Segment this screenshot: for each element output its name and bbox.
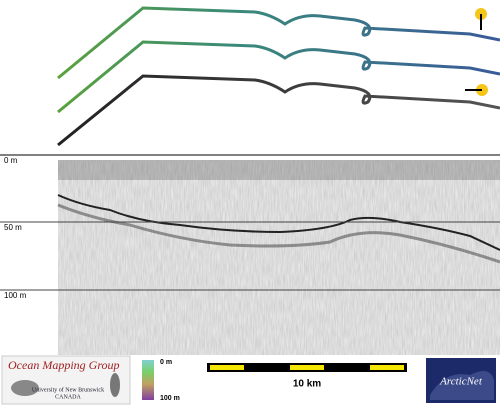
logo-image	[11, 380, 39, 396]
profile-noise	[58, 160, 500, 355]
water-column	[58, 160, 500, 180]
color-scale	[142, 360, 154, 400]
partner-map	[430, 371, 494, 400]
scale-bar-label: 10 km	[293, 379, 321, 390]
logo-line: University of New Brunswick	[32, 386, 104, 393]
scale-seg	[370, 365, 404, 370]
depth-label: 0 m	[4, 156, 18, 165]
scale-seg	[210, 365, 244, 370]
scale-label: 0 m	[160, 359, 172, 366]
tracks	[57, 6, 500, 147]
scale-seg	[290, 365, 324, 370]
scale-label: 100 m	[160, 395, 180, 402]
logo-image	[110, 373, 120, 397]
logo-title: Ocean Mapping Group	[8, 358, 120, 372]
depth-label: 50 m	[4, 223, 22, 232]
map-panel	[0, 0, 500, 155]
depth-label: 100 m	[4, 291, 27, 300]
partner-name: ArcticNet	[439, 376, 483, 388]
logo-box	[1, 355, 131, 405]
logo-line: CANADA	[55, 394, 81, 400]
subbottom	[57, 203, 500, 264]
